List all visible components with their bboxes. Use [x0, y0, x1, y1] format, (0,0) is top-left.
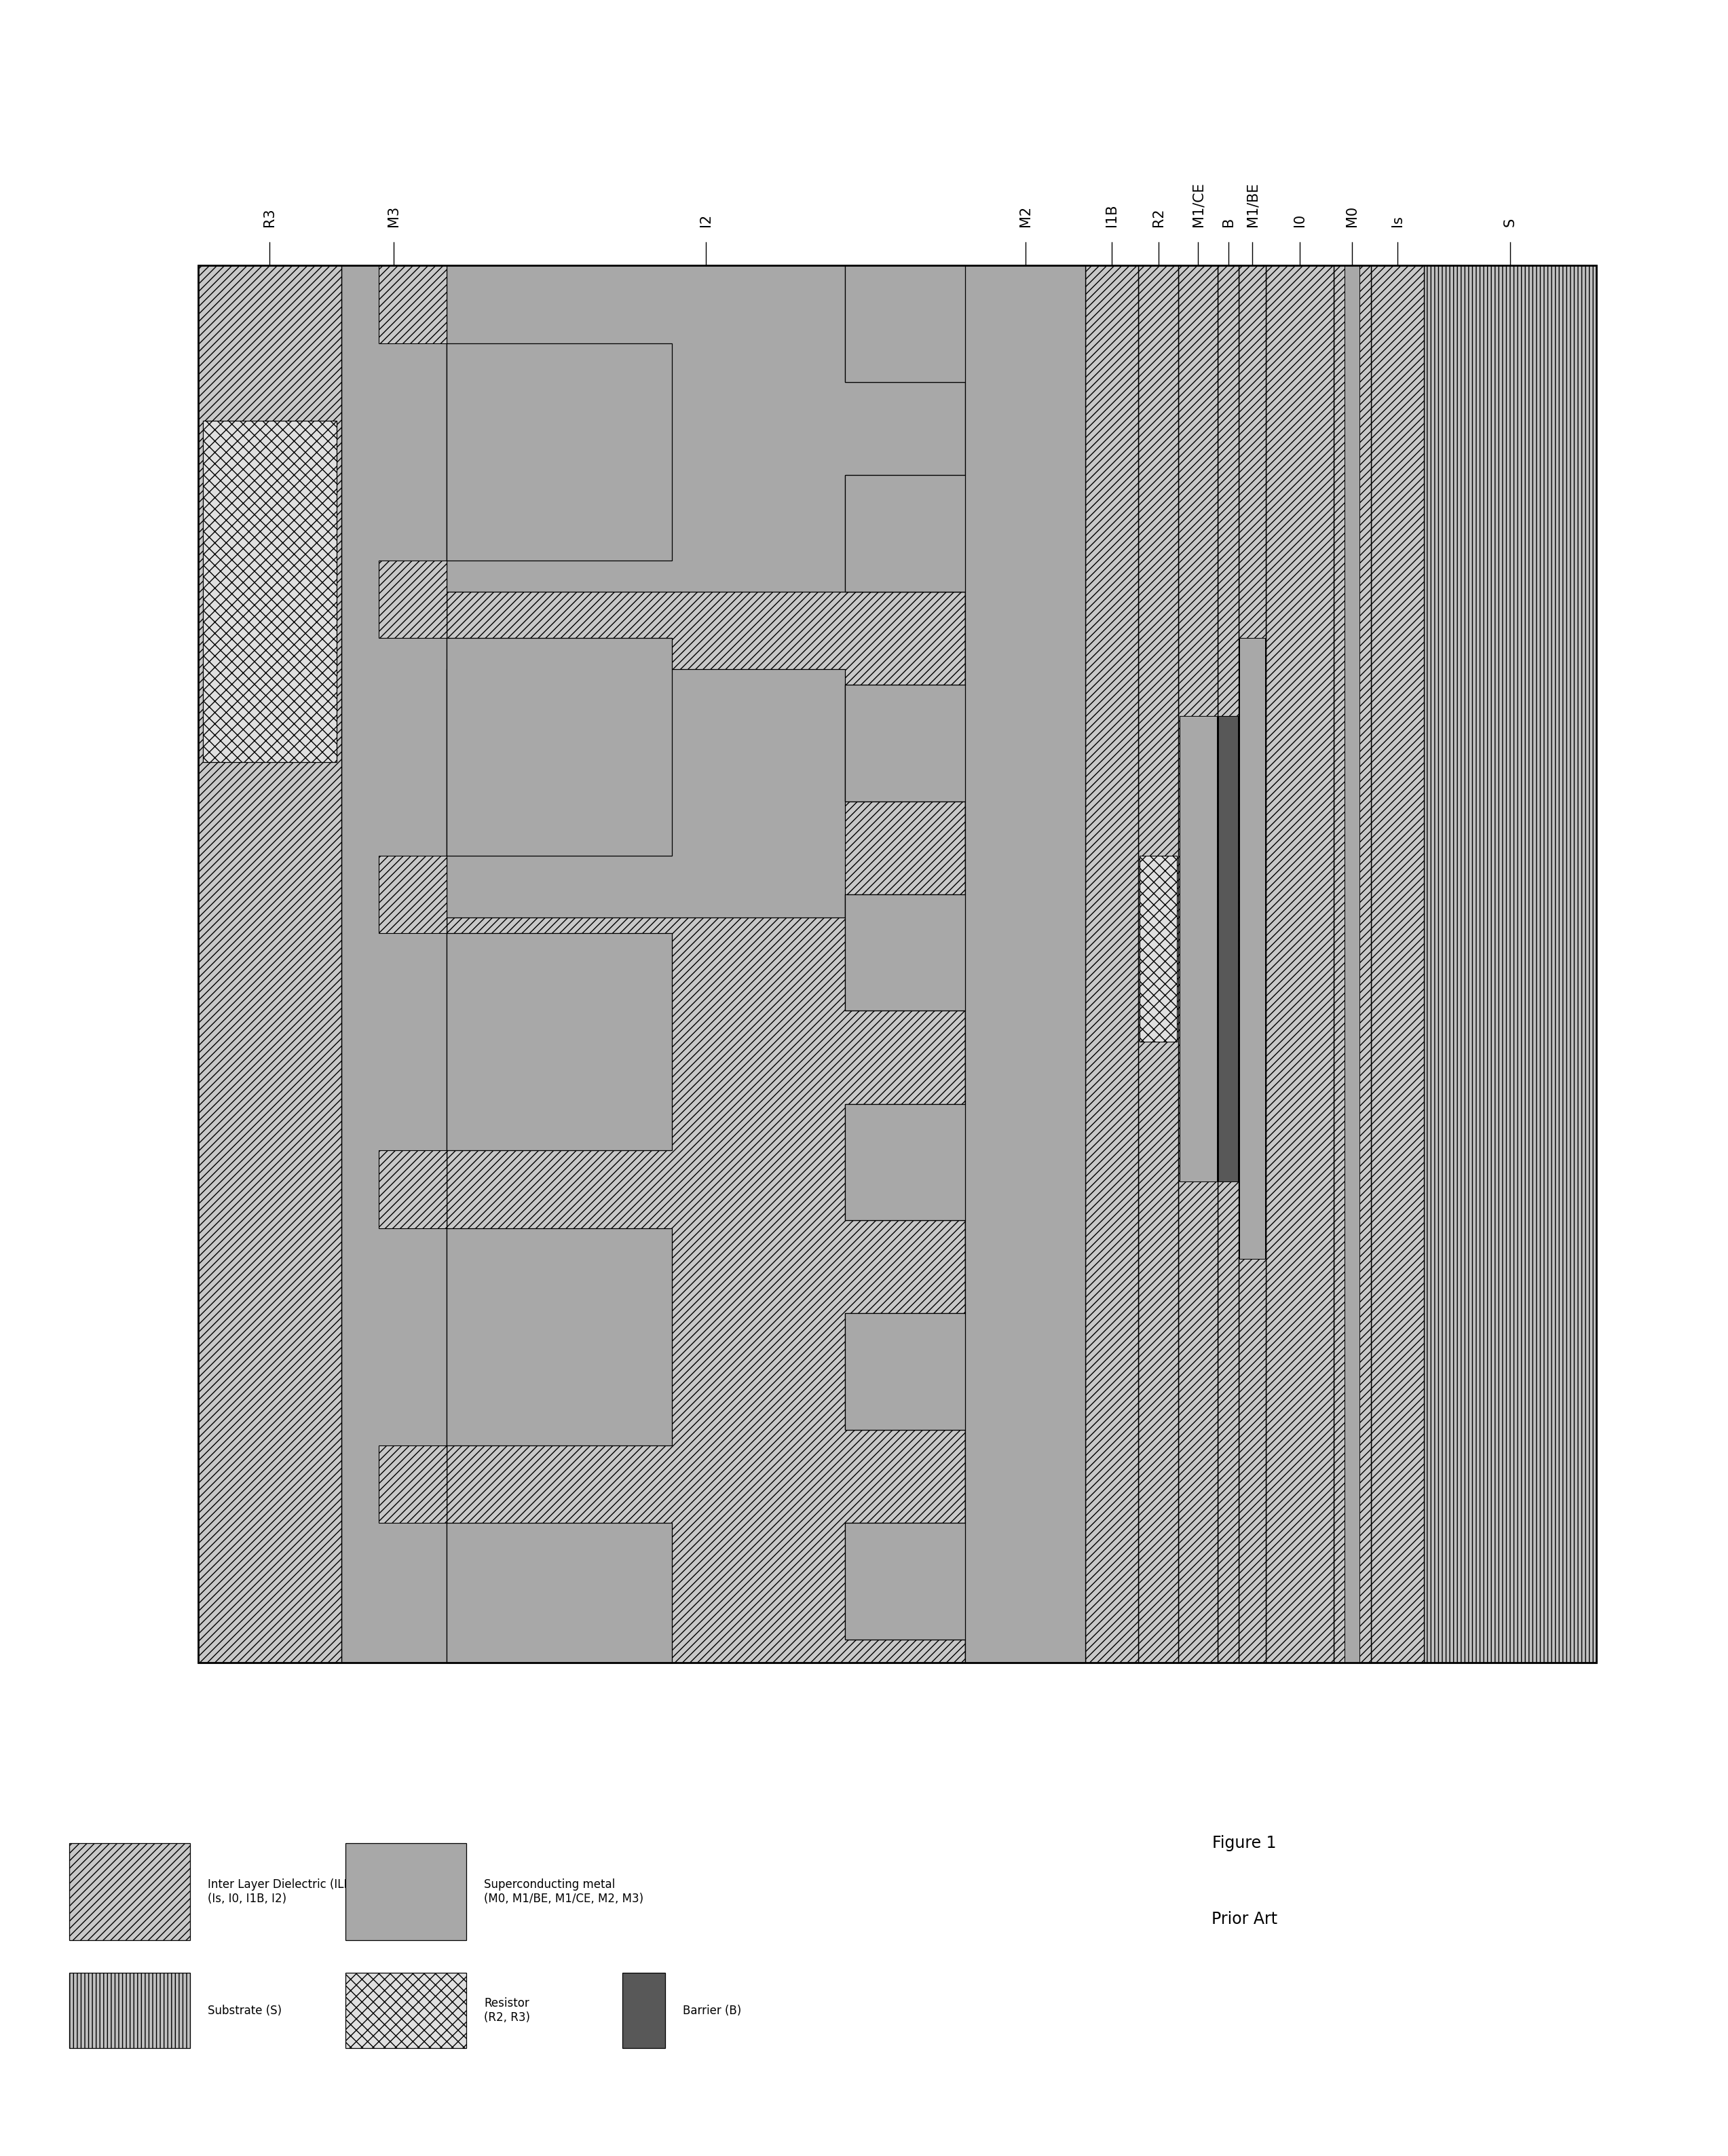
Text: I1B: I1B — [1104, 205, 1118, 226]
Text: M1/CE: M1/CE — [1191, 183, 1204, 226]
Text: Prior Art: Prior Art — [1211, 1910, 1277, 1927]
Text: R2: R2 — [1151, 209, 1165, 226]
Polygon shape — [1334, 265, 1370, 1662]
Text: Barrier (B): Barrier (B) — [683, 2005, 741, 2016]
Polygon shape — [845, 1522, 966, 1639]
Polygon shape — [966, 265, 1085, 1662]
Text: Superconducting metal
(M0, M1/BE, M1/CE, M2, M3): Superconducting metal (M0, M1/BE, M1/CE,… — [484, 1878, 643, 1906]
Text: Resistor
(R2, R3): Resistor (R2, R3) — [484, 1996, 530, 2024]
Polygon shape — [199, 265, 340, 1662]
Polygon shape — [845, 895, 966, 1011]
Polygon shape — [1218, 265, 1239, 1662]
Text: Figure 1: Figure 1 — [1211, 1835, 1277, 1852]
Polygon shape — [1178, 716, 1217, 1181]
Polygon shape — [378, 856, 446, 934]
Text: S: S — [1503, 218, 1517, 226]
Text: I2: I2 — [698, 213, 712, 226]
Text: Substrate (S): Substrate (S) — [207, 2005, 282, 2016]
Polygon shape — [446, 1522, 672, 1662]
Polygon shape — [446, 638, 672, 856]
Text: R3: R3 — [263, 209, 276, 226]
Polygon shape — [446, 668, 845, 918]
Polygon shape — [1085, 265, 1139, 1662]
Polygon shape — [378, 265, 446, 343]
Polygon shape — [845, 474, 966, 591]
Polygon shape — [1424, 265, 1597, 1662]
Polygon shape — [378, 561, 446, 638]
Polygon shape — [845, 265, 966, 382]
Text: Inter Layer Dielectric (ILD)
(Is, I0, I1B, I2): Inter Layer Dielectric (ILD) (Is, I0, I1… — [207, 1878, 356, 1906]
Polygon shape — [845, 686, 966, 802]
Polygon shape — [1267, 265, 1334, 1662]
Polygon shape — [446, 265, 966, 1662]
Polygon shape — [446, 934, 672, 1151]
Text: M1/BE: M1/BE — [1246, 183, 1260, 226]
Polygon shape — [1239, 638, 1265, 1259]
Text: B: B — [1222, 218, 1236, 226]
Polygon shape — [845, 265, 1085, 1662]
Polygon shape — [1139, 856, 1177, 1041]
Polygon shape — [340, 265, 446, 1662]
Polygon shape — [446, 343, 672, 561]
Polygon shape — [378, 1445, 446, 1522]
Polygon shape — [378, 1151, 446, 1229]
Polygon shape — [1370, 265, 1424, 1662]
Polygon shape — [446, 265, 966, 591]
Polygon shape — [1139, 265, 1178, 1662]
Text: M2: M2 — [1018, 205, 1032, 226]
Polygon shape — [202, 420, 337, 763]
Polygon shape — [845, 1104, 966, 1220]
Text: M0: M0 — [1346, 205, 1358, 226]
Polygon shape — [845, 1313, 966, 1429]
Polygon shape — [1344, 265, 1360, 1662]
Polygon shape — [1218, 716, 1237, 1181]
Text: I0: I0 — [1293, 213, 1306, 226]
Text: Is: Is — [1391, 216, 1405, 226]
Text: M3: M3 — [387, 205, 401, 226]
Polygon shape — [1178, 265, 1218, 1662]
Polygon shape — [199, 265, 1597, 1662]
Polygon shape — [1239, 265, 1267, 1662]
Polygon shape — [446, 1229, 672, 1445]
